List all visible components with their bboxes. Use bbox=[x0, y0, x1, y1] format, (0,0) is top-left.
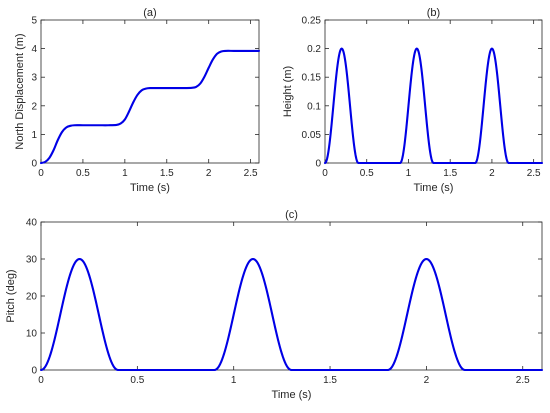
y-axis-label: North Displacement (m) bbox=[14, 33, 26, 149]
x-tick-label: 0.5 bbox=[360, 168, 374, 179]
y-tick-label: 40 bbox=[26, 218, 38, 229]
y-tick-label: 5 bbox=[31, 16, 37, 27]
y-tick-label: 10 bbox=[26, 329, 38, 340]
x-tick-label: 2 bbox=[489, 168, 495, 179]
x-tick-label: 0.5 bbox=[130, 375, 144, 386]
panel-b-height: 0 0.5 1 1.5 2 2.5 0 0.05 0.1 0.15 0.2 0.25 (b) Time (… bbox=[282, 7, 544, 194]
x-axis-label: Time (s) bbox=[272, 389, 312, 401]
x-tick-label: 0 bbox=[38, 168, 44, 179]
x-tick-label: 1.5 bbox=[160, 168, 174, 179]
y-tick-label: 0.25 bbox=[302, 16, 322, 27]
x-tick-label: 2 bbox=[206, 168, 212, 179]
y-tick-label: 0.05 bbox=[302, 130, 322, 141]
y-tick-label: 30 bbox=[26, 255, 38, 266]
x-axis-label: Time (s) bbox=[130, 182, 170, 194]
y-tick-label: 3 bbox=[31, 73, 37, 84]
x-tick-label: 0 bbox=[322, 168, 328, 179]
y-tick-label: 0 bbox=[315, 159, 321, 170]
x-tick-label: 1 bbox=[231, 375, 237, 386]
x-tick-label: 1.5 bbox=[443, 168, 457, 179]
x-tick-label: 1 bbox=[406, 168, 412, 179]
x-tick-label: 2.5 bbox=[244, 168, 258, 179]
x-tick-label: 1.5 bbox=[323, 375, 337, 386]
series-line bbox=[323, 47, 544, 165]
x-tick-label: 2.5 bbox=[516, 375, 530, 386]
y-tick-label: 2 bbox=[31, 101, 37, 112]
x-axis-label: Time (s) bbox=[414, 182, 454, 194]
panel-title: (a) bbox=[143, 7, 156, 19]
y-tick-label: 1 bbox=[31, 130, 37, 141]
x-tick-label: 0.5 bbox=[76, 168, 90, 179]
panel-a-north-displacement: 0 0.5 1 1.5 2 2.5 0 1 2 3 4 5 (a) Time (s) North Displ… bbox=[14, 7, 261, 194]
y-tick-label: 0.15 bbox=[302, 73, 322, 84]
y-tick-label: 20 bbox=[26, 292, 38, 303]
x-tick-label: 0 bbox=[38, 375, 44, 386]
y-axis-label: Height (m) bbox=[282, 66, 294, 117]
series-line bbox=[39, 49, 261, 165]
y-tick-label: 0 bbox=[31, 159, 37, 170]
x-tick-label: 2.5 bbox=[527, 168, 541, 179]
panel-title: (c) bbox=[285, 209, 298, 221]
y-tick-label: 0 bbox=[31, 366, 37, 377]
y-tick-label: 0.1 bbox=[307, 101, 321, 112]
plot-frame bbox=[40, 19, 260, 164]
y-tick-label: 0.2 bbox=[307, 44, 321, 55]
series-line bbox=[39, 257, 544, 372]
y-axis-label: Pitch (deg) bbox=[5, 269, 17, 322]
x-tick-label: 2 bbox=[424, 375, 430, 386]
y-tick-label: 4 bbox=[31, 44, 37, 55]
x-tick-label: 1 bbox=[122, 168, 128, 179]
panel-c-pitch: 0 0.5 1 1.5 2 2.5 0 10 20 30 40 (c) Time (s) Pitch (d… bbox=[5, 209, 544, 401]
panel-title: (b) bbox=[427, 7, 440, 19]
